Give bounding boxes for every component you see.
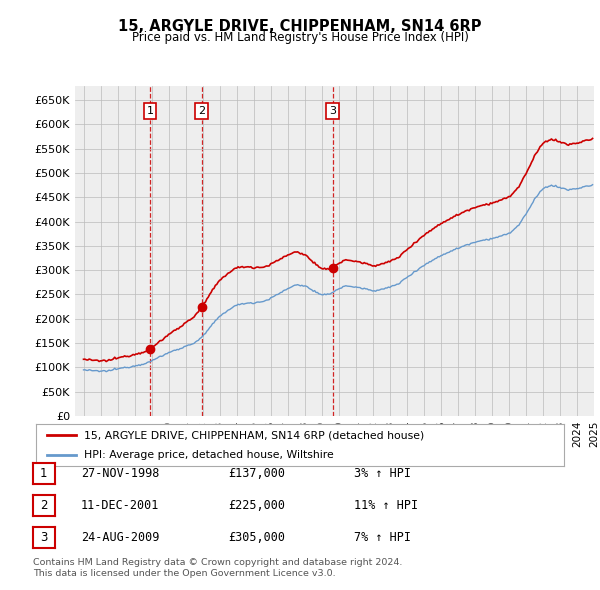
Text: 7% ↑ HPI: 7% ↑ HPI (354, 531, 411, 544)
Text: 1: 1 (40, 467, 47, 480)
Text: £225,000: £225,000 (228, 499, 285, 512)
Text: Price paid vs. HM Land Registry's House Price Index (HPI): Price paid vs. HM Land Registry's House … (131, 31, 469, 44)
Text: This data is licensed under the Open Government Licence v3.0.: This data is licensed under the Open Gov… (33, 569, 335, 578)
Text: 3% ↑ HPI: 3% ↑ HPI (354, 467, 411, 480)
Text: Contains HM Land Registry data © Crown copyright and database right 2024.: Contains HM Land Registry data © Crown c… (33, 558, 403, 567)
Text: HPI: Average price, detached house, Wiltshire: HPI: Average price, detached house, Wilt… (83, 450, 333, 460)
Text: 24-AUG-2009: 24-AUG-2009 (81, 531, 160, 544)
Text: 1: 1 (146, 106, 154, 116)
Text: 11% ↑ HPI: 11% ↑ HPI (354, 499, 418, 512)
Text: £305,000: £305,000 (228, 531, 285, 544)
Text: 27-NOV-1998: 27-NOV-1998 (81, 467, 160, 480)
Text: 15, ARGYLE DRIVE, CHIPPENHAM, SN14 6RP (detached house): 15, ARGYLE DRIVE, CHIPPENHAM, SN14 6RP (… (83, 430, 424, 440)
Text: 2: 2 (198, 106, 205, 116)
Text: 11-DEC-2001: 11-DEC-2001 (81, 499, 160, 512)
Text: 2: 2 (40, 499, 47, 512)
Text: 15, ARGYLE DRIVE, CHIPPENHAM, SN14 6RP: 15, ARGYLE DRIVE, CHIPPENHAM, SN14 6RP (118, 19, 482, 34)
Text: 3: 3 (40, 531, 47, 544)
Text: 3: 3 (329, 106, 336, 116)
Text: £137,000: £137,000 (228, 467, 285, 480)
